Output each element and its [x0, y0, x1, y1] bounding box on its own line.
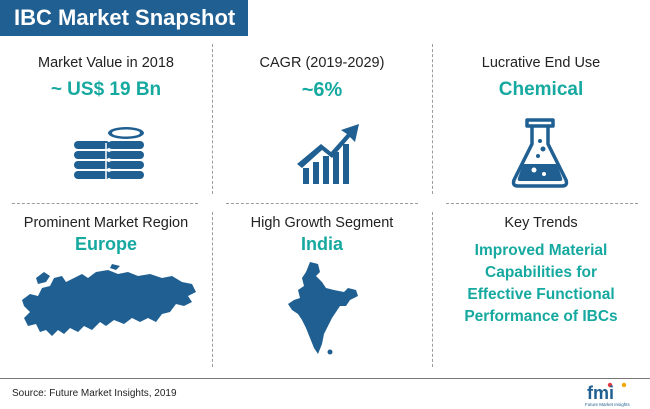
segment-label: High Growth Segment — [250, 215, 394, 231]
cagr-value: ~6% — [301, 79, 343, 101]
svg-text:fmi: fmi — [587, 383, 614, 403]
trend-line: Performance of IBCs — [464, 308, 618, 325]
page-title: IBC Market Snapshot — [14, 5, 236, 30]
cagr-label: CAGR (2019-2029) — [259, 55, 385, 71]
region-cell: Prominent Market Region Europe — [0, 215, 212, 255]
flask-icon — [511, 118, 569, 188]
segment-value: India — [300, 234, 343, 254]
cagr-cell: CAGR (2019-2029) ~6% — [212, 55, 432, 102]
svg-text:Future Market Insights: Future Market Insights — [585, 402, 631, 407]
end-use-label: Lucrative End Use — [481, 55, 601, 71]
region-label: Prominent Market Region — [23, 215, 189, 231]
divider-horizontal-right — [446, 203, 638, 204]
growth-chart-icon — [297, 124, 359, 184]
coins-stack-icon — [74, 127, 144, 179]
divider-vertical-left-top — [212, 44, 213, 194]
market-value-cell: Market Value in 2018 ~ US$ 19 Bn — [0, 55, 212, 101]
trend-line: Improved Material — [474, 242, 608, 259]
trend-line: Effective Functional — [467, 286, 615, 303]
segment-cell: High Growth Segment India — [212, 215, 432, 255]
europe-map-icon — [22, 264, 196, 336]
end-use-cell: Lucrative End Use Chemical — [432, 55, 650, 101]
region-value: Europe — [74, 234, 137, 254]
divider-horizontal-left — [12, 203, 198, 204]
market-value-label: Market Value in 2018 — [38, 55, 174, 71]
end-use-value: Chemical — [498, 79, 584, 100]
trends-label: Key Trends — [504, 215, 578, 231]
divider-horizontal-middle — [226, 203, 418, 204]
footer-divider — [0, 378, 650, 379]
divider-vertical-left-bottom — [212, 212, 213, 367]
divider-vertical-right-top — [432, 44, 433, 194]
india-map-icon — [288, 262, 358, 355]
source-text: Source: Future Market Insights, 2019 — [12, 388, 177, 399]
title-bar: IBC Market Snapshot — [0, 0, 248, 36]
trends-cell: Key Trends Improved Material Capabilitie… — [432, 215, 650, 328]
trends-text: Improved Material Capabilities for Effec… — [432, 240, 650, 328]
divider-vertical-right-bottom — [432, 212, 433, 367]
fmi-logo: fmi Future Market Insights — [585, 382, 631, 407]
market-value-value: ~ US$ 19 Bn — [50, 79, 162, 100]
trend-line: Capabilities for — [485, 264, 597, 281]
